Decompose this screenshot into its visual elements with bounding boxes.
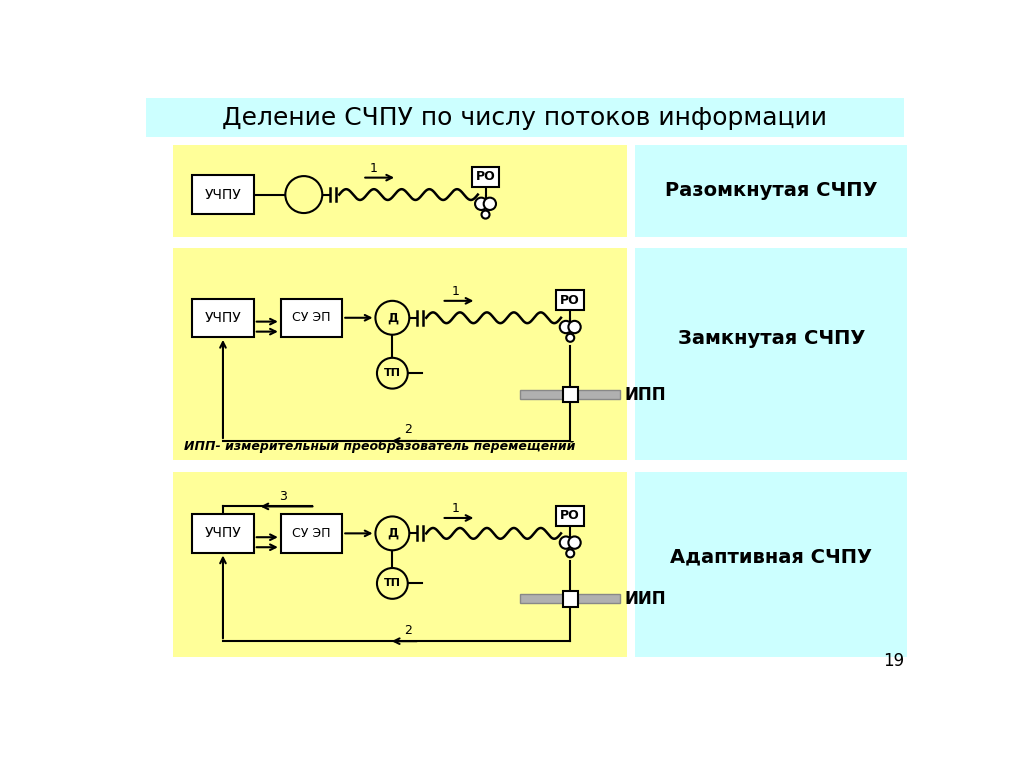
Text: 1: 1 [452, 502, 460, 515]
Text: Замкнутая СЧПУ: Замкнутая СЧПУ [678, 329, 865, 349]
Bar [520, 390, 562, 399]
Text: ИПП: ИПП [625, 386, 666, 404]
Bar [173, 249, 628, 460]
Bar [193, 175, 254, 214]
Bar [635, 249, 907, 460]
Bar [472, 167, 500, 187]
Circle shape [377, 568, 408, 599]
Text: ТП: ТП [384, 368, 400, 378]
Text: 1: 1 [452, 285, 460, 298]
Bar [173, 144, 628, 237]
Circle shape [286, 176, 323, 213]
Text: 3: 3 [279, 489, 287, 502]
Circle shape [560, 321, 572, 333]
Circle shape [483, 197, 496, 210]
Bar [562, 591, 578, 607]
Text: Деление СЧПУ по числу потоков информации: Деление СЧПУ по числу потоков информации [222, 105, 827, 130]
Bar [146, 98, 904, 137]
Bar [578, 390, 621, 399]
Text: Д: Д [387, 311, 398, 324]
Text: Адаптивная СЧПУ: Адаптивная СЧПУ [670, 547, 872, 566]
Bar [556, 290, 584, 310]
Text: ИИП: ИИП [625, 590, 666, 607]
Bar [281, 514, 342, 553]
Bar [193, 514, 254, 553]
Text: СУ ЭП: СУ ЭП [292, 527, 331, 540]
Circle shape [568, 321, 581, 333]
Bar [562, 387, 578, 402]
Bar [635, 144, 907, 237]
Text: 2: 2 [404, 624, 412, 637]
Text: 1: 1 [370, 161, 378, 174]
Text: ТП: ТП [384, 578, 400, 588]
Circle shape [481, 210, 489, 219]
Circle shape [560, 537, 572, 549]
Circle shape [475, 197, 487, 210]
Text: УЧПУ: УЧПУ [205, 187, 242, 201]
Circle shape [376, 516, 410, 551]
Bar [556, 505, 584, 525]
Circle shape [377, 358, 408, 389]
Bar [173, 472, 628, 657]
Circle shape [568, 537, 581, 549]
Text: 19: 19 [884, 652, 904, 670]
Text: СУ ЭП: СУ ЭП [292, 311, 331, 324]
Text: 2: 2 [404, 423, 412, 436]
Text: ИПП- измерительный преобразователь перемещений: ИПП- измерительный преобразователь перем… [184, 439, 575, 452]
Text: РО: РО [476, 170, 496, 184]
Text: Разомкнутая СЧПУ: Разомкнутая СЧПУ [665, 181, 878, 200]
Circle shape [376, 301, 410, 335]
Bar [193, 299, 254, 337]
Bar [520, 594, 562, 604]
Bar [578, 594, 621, 604]
Text: УЧПУ: УЧПУ [205, 311, 242, 325]
Text: РО: РО [560, 293, 581, 306]
Text: УЧПУ: УЧПУ [205, 526, 242, 541]
Text: Д: Д [387, 527, 398, 540]
Circle shape [566, 549, 574, 558]
Text: РО: РО [560, 509, 581, 522]
Bar [281, 299, 342, 337]
Circle shape [566, 334, 574, 342]
Bar [635, 472, 907, 657]
